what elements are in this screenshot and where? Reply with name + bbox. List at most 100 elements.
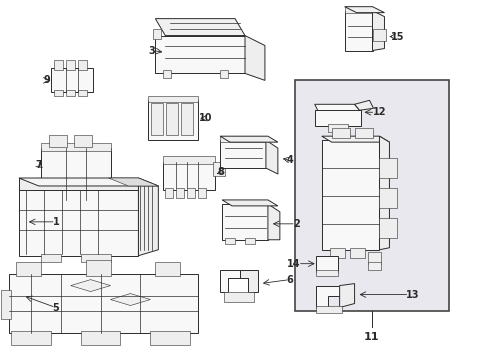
Text: 4: 4 — [286, 155, 293, 165]
Polygon shape — [314, 104, 359, 114]
Bar — [148, 96, 198, 102]
Bar — [244, 238, 254, 244]
Bar — [163, 71, 171, 78]
Polygon shape — [379, 136, 388, 250]
Bar — [220, 140, 265, 168]
Polygon shape — [155, 19, 244, 36]
Polygon shape — [265, 140, 277, 174]
Bar — [16, 262, 41, 276]
Bar — [155, 262, 180, 276]
Text: 2: 2 — [292, 219, 299, 229]
Polygon shape — [76, 208, 88, 220]
Polygon shape — [222, 200, 277, 206]
Bar — [65, 90, 75, 96]
Bar — [74, 135, 91, 147]
Bar — [315, 270, 337, 276]
Bar — [315, 306, 341, 314]
Bar — [41, 148, 110, 203]
Bar — [1, 289, 11, 319]
Bar — [220, 136, 265, 142]
Bar — [51, 68, 92, 92]
Bar — [41, 200, 110, 208]
Bar — [379, 158, 397, 178]
Bar — [327, 124, 347, 132]
Polygon shape — [108, 178, 158, 186]
Bar — [367, 252, 381, 264]
Polygon shape — [344, 7, 384, 13]
Bar — [181, 103, 193, 135]
Polygon shape — [315, 285, 339, 307]
Bar — [81, 332, 120, 345]
Polygon shape — [110, 293, 150, 306]
Bar — [349, 248, 364, 258]
Polygon shape — [339, 284, 354, 307]
Bar — [372, 28, 386, 41]
Bar — [41, 143, 110, 151]
Bar — [344, 7, 372, 13]
Bar — [379, 188, 397, 208]
Bar — [344, 11, 372, 50]
Polygon shape — [267, 204, 279, 240]
Bar — [85, 260, 110, 276]
Bar — [224, 238, 235, 244]
Bar — [9, 274, 198, 333]
Text: 8: 8 — [217, 167, 224, 177]
Polygon shape — [71, 280, 110, 292]
Bar — [151, 103, 163, 135]
Bar — [187, 188, 195, 198]
Bar — [294, 80, 448, 311]
Bar — [321, 140, 379, 250]
Bar — [153, 28, 161, 39]
Bar — [213, 162, 224, 176]
Text: 15: 15 — [390, 32, 404, 41]
Polygon shape — [220, 270, 240, 292]
Polygon shape — [372, 11, 384, 50]
Bar — [166, 103, 178, 135]
Polygon shape — [19, 178, 158, 186]
Polygon shape — [42, 208, 56, 220]
Bar — [65, 60, 75, 71]
Text: 13: 13 — [406, 289, 419, 300]
Polygon shape — [240, 270, 258, 292]
Bar — [331, 128, 349, 138]
Bar — [54, 90, 62, 96]
Text: 14: 14 — [286, 259, 300, 269]
Text: 6: 6 — [286, 275, 293, 285]
Bar — [49, 135, 66, 147]
Polygon shape — [220, 136, 277, 142]
Bar — [78, 90, 86, 96]
Bar — [155, 36, 244, 73]
Bar — [81, 254, 110, 262]
Text: 1: 1 — [53, 217, 60, 227]
Bar — [379, 218, 397, 238]
Bar — [222, 204, 267, 240]
Bar — [314, 110, 360, 126]
Polygon shape — [138, 178, 158, 256]
Text: 5: 5 — [53, 302, 60, 312]
Text: 10: 10 — [199, 113, 212, 123]
Polygon shape — [244, 36, 264, 80]
Text: 11: 11 — [363, 332, 379, 342]
Bar — [354, 128, 372, 138]
Polygon shape — [354, 100, 373, 110]
Bar — [19, 188, 138, 256]
Bar — [78, 60, 86, 71]
Bar — [11, 332, 51, 345]
Bar — [220, 71, 227, 78]
Bar — [148, 100, 198, 140]
Bar — [367, 262, 381, 270]
Text: 7: 7 — [35, 160, 41, 170]
Text: 12: 12 — [372, 107, 385, 117]
Bar — [224, 292, 253, 302]
Text: 9: 9 — [43, 75, 50, 85]
Bar — [54, 60, 62, 71]
Bar — [198, 188, 206, 198]
Bar — [329, 248, 344, 258]
Bar — [19, 178, 138, 190]
Text: 3: 3 — [148, 45, 155, 55]
Bar — [163, 162, 215, 190]
Bar — [41, 254, 61, 262]
Bar — [163, 156, 215, 164]
Bar — [176, 188, 184, 198]
Bar — [165, 188, 173, 198]
